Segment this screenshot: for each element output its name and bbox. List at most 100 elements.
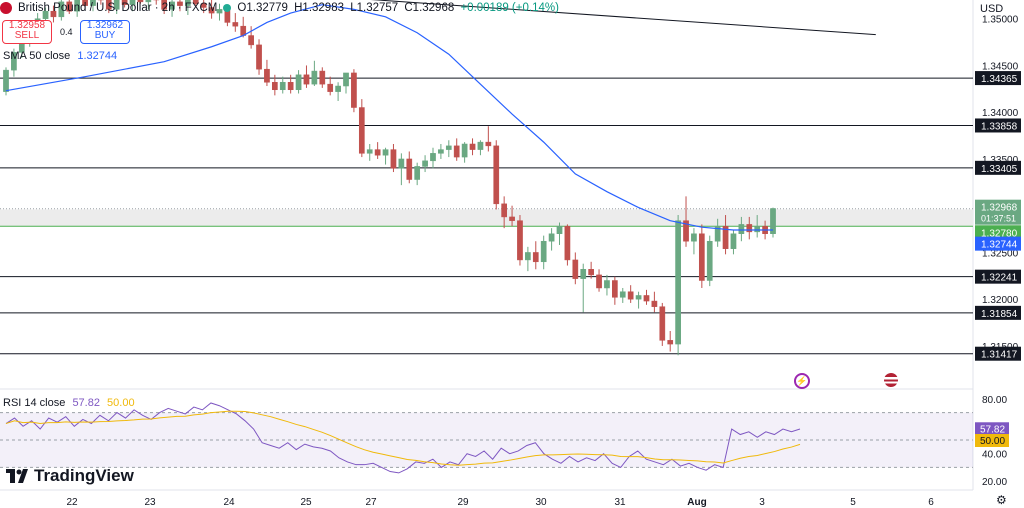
candle-body xyxy=(643,295,650,302)
candle-body xyxy=(74,0,81,12)
level-price-tag xyxy=(975,305,1021,320)
us-flag-icon[interactable] xyxy=(884,373,898,387)
candle-body xyxy=(145,0,152,3)
level-price-tag xyxy=(975,346,1021,361)
candle-body xyxy=(216,9,223,14)
candle-body xyxy=(659,306,666,341)
candle-body xyxy=(129,0,136,5)
candle-body xyxy=(311,70,318,85)
candle-body xyxy=(485,141,492,147)
sma-legend-label: SMA 50 close xyxy=(3,50,71,62)
spread-value: 0.4 xyxy=(60,27,73,37)
candle-body xyxy=(548,233,555,242)
candle-body xyxy=(295,74,302,91)
candle-body xyxy=(358,107,365,154)
buy-price: 1.32962 xyxy=(86,20,124,31)
gear-icon[interactable]: ⚙ xyxy=(996,493,1007,507)
candle-body xyxy=(532,252,539,263)
ohlc-high: H1.32983 xyxy=(294,2,344,14)
price-tick-label: 1.32000 xyxy=(982,295,1019,306)
candle-body xyxy=(279,82,286,91)
candle-body xyxy=(271,82,278,91)
sma-legend-value: 1.32744 xyxy=(77,50,118,62)
rsi-tick-label: 40.00 xyxy=(982,450,1007,461)
candle-body xyxy=(706,240,713,281)
candle-body xyxy=(469,143,476,150)
candle-body xyxy=(540,240,547,263)
candle-body xyxy=(730,233,737,249)
candle-body xyxy=(264,68,270,83)
ohlc-low: L1.32757 xyxy=(350,2,399,14)
candle-body xyxy=(422,160,428,167)
level-price-tag xyxy=(975,269,1021,284)
candle-body xyxy=(374,149,381,156)
tradingview-logo[interactable]: TradingView xyxy=(6,466,134,486)
candle-body xyxy=(564,226,571,261)
rsi-ma-line xyxy=(5,410,801,466)
currency-label[interactable]: USD xyxy=(980,3,1004,15)
candle-body xyxy=(327,83,334,92)
rsi-ma-legend-value: 50.00 xyxy=(107,397,135,409)
time-tick-label: 23 xyxy=(144,497,156,508)
current-price-label: 1.32968 xyxy=(981,203,1018,214)
price-tick-label: 1.34500 xyxy=(982,61,1019,72)
level-price-tag xyxy=(975,118,1021,133)
time-tick-label: 3 xyxy=(759,497,765,508)
candle-body xyxy=(343,72,349,87)
candle-body xyxy=(390,149,397,169)
candle-body xyxy=(722,226,729,249)
candle-body xyxy=(351,72,357,108)
candle-body xyxy=(477,141,484,150)
candle-body xyxy=(651,300,658,307)
rsi-line xyxy=(5,402,801,474)
candle-body xyxy=(232,22,239,27)
candle-body xyxy=(430,153,436,162)
candle-body xyxy=(287,82,294,91)
candle-body xyxy=(66,1,73,12)
ohlc-open: O1.32779 xyxy=(237,2,288,14)
rsi-ma-tag xyxy=(975,434,1009,447)
candle-body xyxy=(619,291,626,298)
level-price-label: 1.31854 xyxy=(981,309,1018,320)
price-tick-label: 1.34000 xyxy=(982,108,1019,119)
rsi-legend-value: 57.82 xyxy=(72,397,100,409)
candle-body xyxy=(493,145,500,205)
candle-body xyxy=(177,1,183,6)
candle-body xyxy=(185,0,191,6)
sma-legend[interactable]: SMA 50 close 1.32744 xyxy=(3,50,117,62)
candle-body xyxy=(161,0,167,10)
bolt-icon[interactable]: ⚡ xyxy=(794,373,810,389)
candle-body xyxy=(675,220,681,345)
candle-body xyxy=(517,220,523,261)
candle-body xyxy=(50,10,57,18)
symbol-header: British Pound / U.S. Dollar · 2h · FXCM … xyxy=(0,0,562,16)
candle-body xyxy=(113,0,120,10)
rsi-ma-label: 50.00 xyxy=(980,436,1005,447)
candle-body xyxy=(596,274,602,289)
level-price-tag xyxy=(975,71,1021,86)
rsi-current-tag xyxy=(975,422,1009,436)
candle-body xyxy=(501,203,508,218)
candle-body xyxy=(11,52,17,71)
trend-line xyxy=(370,0,876,36)
buy-button[interactable]: 1.32962 BUY xyxy=(80,20,130,44)
candle-body xyxy=(208,7,215,14)
candle-body xyxy=(580,269,587,279)
time-tick-label: 29 xyxy=(457,497,469,508)
candle-body xyxy=(635,295,642,300)
time-tick-label: 31 xyxy=(614,497,626,508)
candle-body xyxy=(525,252,531,261)
candle-body xyxy=(691,233,697,242)
candle-body xyxy=(200,3,207,8)
rsi-current-label: 57.82 xyxy=(980,424,1005,435)
price-tick-label: 1.35000 xyxy=(982,15,1019,26)
symbol-title[interactable]: British Pound / U.S. Dollar · 2h · FXCM xyxy=(18,2,218,14)
sell-button[interactable]: 1.32958 SELL xyxy=(2,20,52,44)
candle-body xyxy=(319,70,326,85)
candle-body xyxy=(406,158,413,180)
rsi-legend[interactable]: RSI 14 close 57.82 50.00 xyxy=(3,397,135,409)
candle-body xyxy=(42,10,49,19)
level-price-label: 1.34365 xyxy=(981,74,1018,85)
current-price-tag xyxy=(975,199,1021,225)
